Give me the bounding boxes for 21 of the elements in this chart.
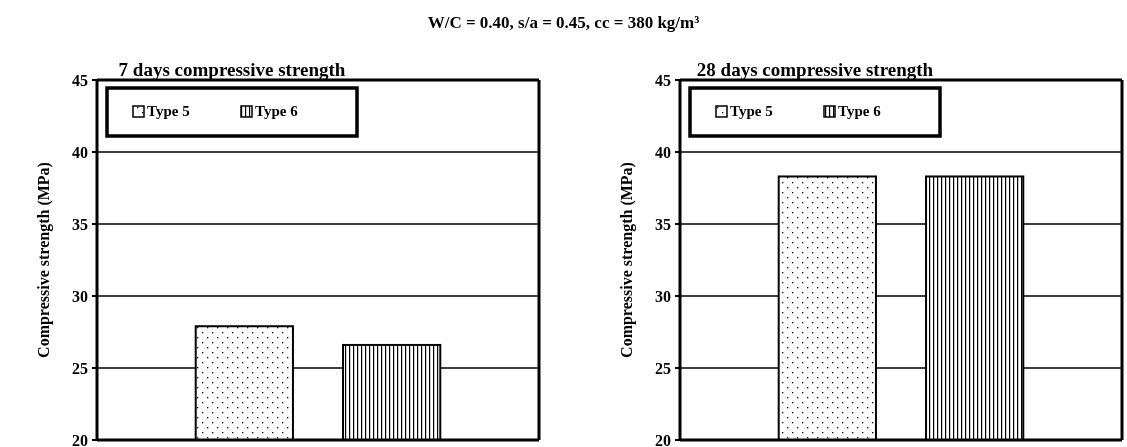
y-tick-label: 25 <box>72 359 88 377</box>
y-tick-label: 30 <box>72 287 88 305</box>
y-tick-label: 20 <box>72 431 88 447</box>
y-axis-title: Compressive strength (MPa) <box>35 162 53 358</box>
y-tick-label: 25 <box>655 359 671 377</box>
y-tick-label: 45 <box>72 71 88 89</box>
y-tick-label: 35 <box>72 215 88 233</box>
y-tick-label: 20 <box>655 431 671 447</box>
chart-title: 7 days compressive strength <box>118 59 346 80</box>
y-tick-label: 30 <box>655 287 671 305</box>
legend-label: Type 6 <box>838 103 882 119</box>
chart-title: 28 days compressive strength <box>696 59 934 80</box>
y-tick-label: 35 <box>655 215 671 233</box>
y-tick-label: 45 <box>655 71 671 89</box>
legend-label: Type 5 <box>147 103 190 119</box>
legend-label: Type 6 <box>255 103 299 119</box>
y-tick-label: 40 <box>655 143 671 161</box>
legend-label: Type 5 <box>730 103 773 119</box>
text: W/C = 0.40, s/a = 0.45, cc = 380 kg/m³ <box>427 13 700 32</box>
y-axis-title: Compressive strength (MPa) <box>618 162 636 358</box>
y-tick-label: 40 <box>72 143 88 161</box>
